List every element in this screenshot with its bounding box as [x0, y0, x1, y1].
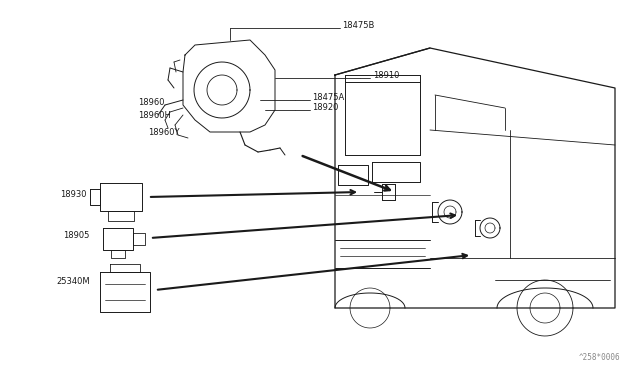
Text: 18960: 18960: [138, 97, 164, 106]
Text: 18960H: 18960H: [138, 110, 171, 119]
Text: 18910: 18910: [373, 71, 399, 80]
Text: 25340M: 25340M: [56, 278, 90, 286]
Text: 18475B: 18475B: [342, 20, 374, 29]
Text: 18920: 18920: [312, 103, 339, 112]
Text: 18960Y: 18960Y: [148, 128, 179, 137]
Text: ^258*0006: ^258*0006: [579, 353, 620, 362]
Text: 18930: 18930: [60, 189, 86, 199]
Text: 18905: 18905: [63, 231, 90, 240]
Text: 18475A: 18475A: [312, 93, 344, 102]
